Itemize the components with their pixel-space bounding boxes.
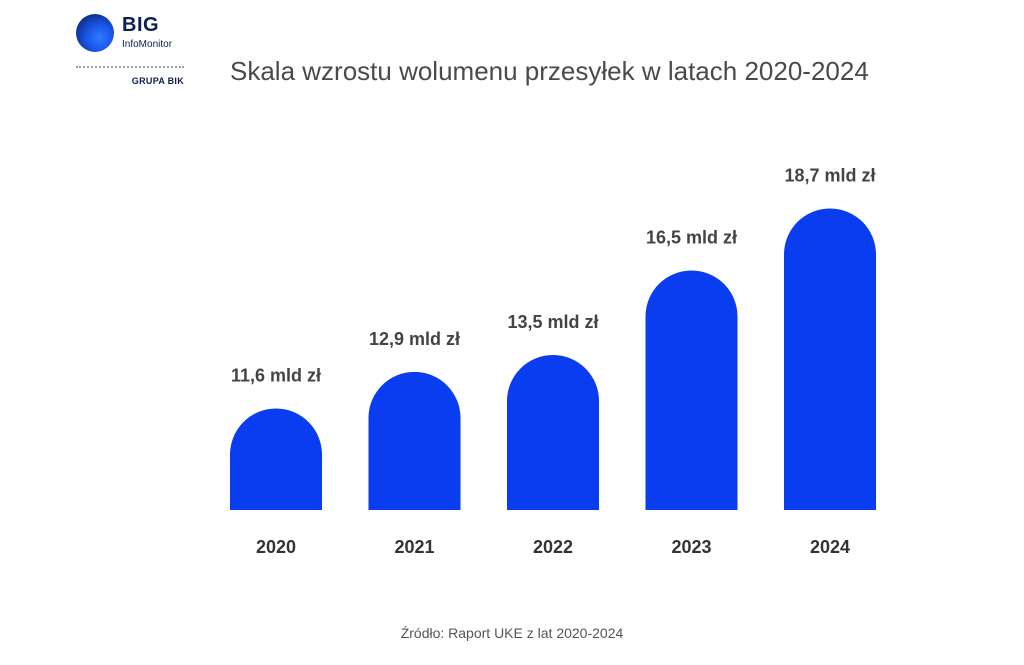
bar-2022 — [507, 355, 599, 510]
x-tick-2024: 2024 — [810, 537, 850, 557]
bar-2024 — [784, 208, 876, 511]
logo-group: GRUPA BIK — [131, 76, 184, 86]
logo-brand: BIG — [122, 14, 160, 36]
data-label-2020: 11,6 mld zł — [231, 366, 321, 386]
data-label-2024: 18,7 mld zł — [784, 165, 875, 185]
x-tick-2023: 2023 — [671, 537, 711, 557]
bar-2021 — [368, 371, 461, 510]
bar-2023 — [645, 270, 738, 510]
source-note: Źródło: Raport UKE z lat 2020-2024 — [400, 625, 624, 641]
x-tick-2020: 2020 — [256, 537, 296, 557]
logo-divider — [76, 66, 184, 68]
data-label-2022: 13,5 mld zł — [507, 312, 598, 332]
data-label-2023: 16,5 mld zł — [646, 227, 737, 247]
x-tick-2022: 2022 — [533, 537, 573, 557]
logo-circle-icon — [76, 14, 114, 52]
logo-subtitle: InfoMonitor — [122, 39, 173, 50]
bar-2020 — [230, 408, 322, 510]
x-tick-2021: 2021 — [394, 537, 434, 557]
data-label-2021: 12,9 mld zł — [369, 329, 460, 349]
chart-title: Skala wzrostu wolumenu przesyłek w latac… — [230, 56, 869, 86]
logo: BIG InfoMonitor GRUPA BIK — [74, 12, 194, 92]
